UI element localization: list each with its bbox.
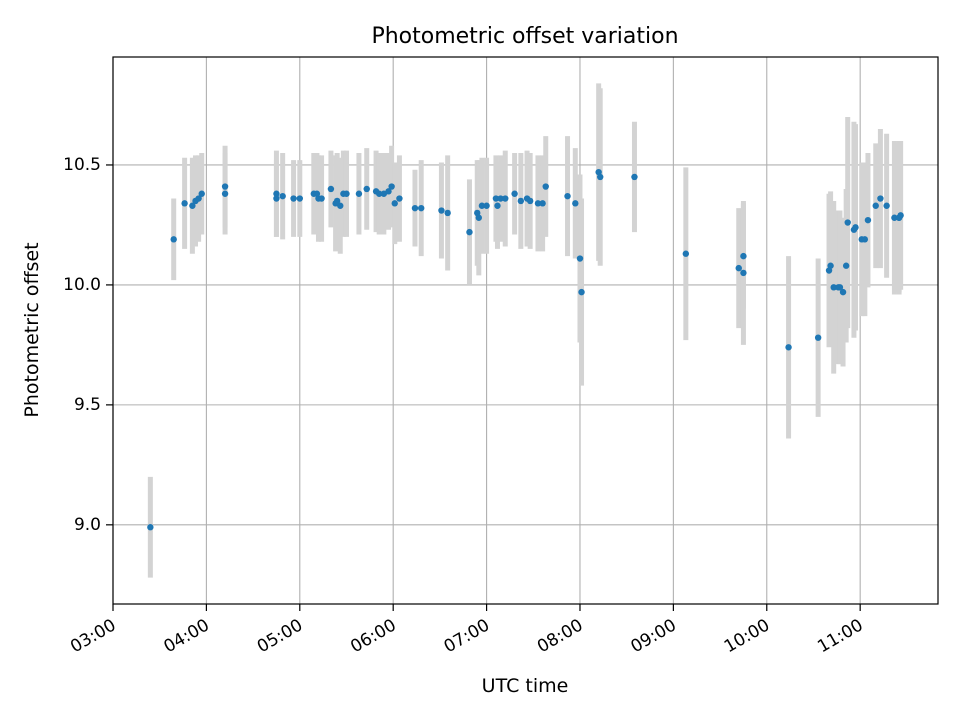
x-tick-label: 08:00 — [534, 615, 586, 657]
data-point — [343, 190, 350, 197]
data-point — [478, 202, 486, 209]
data-point — [221, 183, 229, 190]
y-axis: 9.0 9.5 10.0 10.5 — [63, 155, 113, 535]
data-point — [355, 190, 363, 197]
data-point — [740, 252, 747, 260]
data-point — [883, 202, 890, 209]
data-point — [852, 224, 859, 231]
data-point — [492, 195, 500, 202]
data-points — [147, 168, 904, 531]
data-point — [877, 195, 884, 202]
data-point — [221, 190, 229, 197]
data-point — [327, 185, 335, 193]
data-point — [466, 228, 473, 236]
data-point — [396, 195, 403, 202]
data-point — [864, 216, 872, 224]
data-point — [296, 195, 303, 202]
data-point — [872, 202, 879, 209]
y-tick-label: 10.0 — [63, 275, 101, 295]
data-point — [438, 207, 445, 214]
data-point — [844, 219, 851, 226]
data-point — [189, 202, 196, 209]
x-tick-label: 09:00 — [627, 615, 679, 657]
data-point — [836, 284, 844, 291]
data-point — [576, 255, 584, 262]
data-point — [483, 202, 490, 209]
data-point — [147, 524, 154, 531]
data-point — [170, 236, 177, 243]
x-tick-label: 03:00 — [67, 615, 119, 657]
data-point — [631, 173, 638, 181]
data-point — [682, 250, 690, 257]
data-point — [542, 183, 549, 190]
data-point — [333, 197, 341, 205]
x-axis-label: UTC time — [482, 675, 569, 697]
y-tick-label: 9.0 — [74, 515, 101, 535]
data-point — [511, 190, 518, 197]
data-point — [564, 192, 571, 200]
data-point — [842, 262, 850, 269]
data-point — [891, 214, 898, 221]
data-point — [534, 200, 542, 207]
data-point — [444, 209, 451, 217]
data-point — [814, 334, 822, 341]
x-tick-label: 06:00 — [347, 615, 399, 657]
y-tick-label: 9.5 — [74, 395, 101, 415]
y-axis-label: Photometric offset — [21, 242, 43, 417]
data-point — [839, 288, 847, 296]
data-point — [897, 212, 904, 219]
data-point — [385, 188, 392, 195]
data-point — [418, 204, 425, 212]
data-point — [475, 214, 483, 221]
plot-area-frame — [112, 56, 939, 605]
data-point — [494, 202, 501, 209]
x-tick-label: 11:00 — [814, 615, 866, 657]
data-point — [735, 264, 742, 272]
x-axis: 03:00 04:00 05:00 06:00 07:00 08:00 09:00 10:00… — [67, 604, 867, 657]
data-point — [388, 183, 395, 190]
data-point — [578, 288, 585, 296]
x-tick-label: 10:00 — [721, 615, 773, 657]
data-point — [861, 236, 869, 243]
data-point — [827, 262, 834, 269]
data-point — [411, 204, 419, 212]
data-point — [198, 190, 205, 197]
data-point — [391, 200, 398, 207]
data-point — [572, 200, 579, 207]
data-point — [273, 190, 280, 197]
data-point — [539, 200, 546, 207]
data-point — [375, 190, 383, 197]
y-tick-label: 10.5 — [63, 155, 101, 175]
data-point — [740, 269, 747, 277]
data-point — [181, 200, 188, 207]
x-tick-label: 04:00 — [160, 615, 212, 657]
data-point — [785, 344, 792, 351]
data-point — [526, 197, 534, 205]
data-point — [363, 185, 370, 193]
data-point — [279, 192, 286, 200]
error-bars — [147, 83, 904, 578]
data-point — [497, 195, 504, 202]
data-point — [290, 195, 297, 202]
data-point — [318, 195, 325, 202]
data-point — [195, 195, 202, 202]
data-point — [830, 284, 837, 291]
x-tick-label: 05:00 — [254, 615, 306, 657]
data-point — [273, 195, 280, 202]
x-tick-label: 07:00 — [441, 615, 493, 657]
grid — [112, 57, 938, 604]
chart-title: Photometric offset variation — [371, 24, 678, 49]
data-point — [597, 173, 604, 181]
data-point — [337, 202, 344, 209]
data-point — [517, 197, 525, 205]
data-point — [502, 195, 509, 202]
